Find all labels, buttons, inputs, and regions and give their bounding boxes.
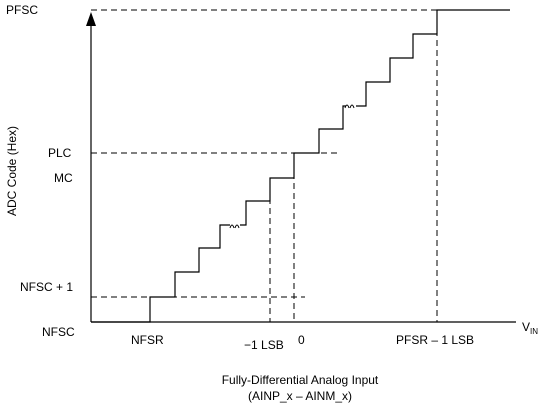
y-label-nfsc-plus-1: NFSC + 1 <box>20 280 73 294</box>
x-axis-title-main: V <box>522 320 530 334</box>
x-axis-title: VIN <box>522 320 538 336</box>
y-label-nfsc: NFSC <box>42 325 75 339</box>
x-label-nfsr: NFSR <box>131 333 164 347</box>
caption-line-2: (AINP_x – AINM_x) <box>248 389 352 403</box>
transfer-staircase-middle <box>240 105 346 226</box>
break-mark-upper <box>344 104 355 109</box>
x-label-pfsr-minus-1-lsb: PFSR – 1 LSB <box>396 333 474 347</box>
y-axis-arrow <box>86 12 96 26</box>
x-label-zero: 0 <box>298 333 305 347</box>
x-axis-title-subscript: IN <box>530 327 538 336</box>
y-label-mc: MC <box>54 171 73 185</box>
transfer-staircase-upper <box>356 9 510 107</box>
transfer-staircase-lower <box>91 224 230 323</box>
caption-line-1: Fully-Differential Analog Input <box>222 373 379 387</box>
x-label-minus-1-lsb: −1 LSB <box>244 338 284 352</box>
y-axis-title: ADC Code (Hex) <box>5 126 19 216</box>
y-label-plc: PLC <box>48 146 72 160</box>
y-label-pfsc: PFSC <box>6 3 38 17</box>
break-mark-lower <box>229 224 240 229</box>
